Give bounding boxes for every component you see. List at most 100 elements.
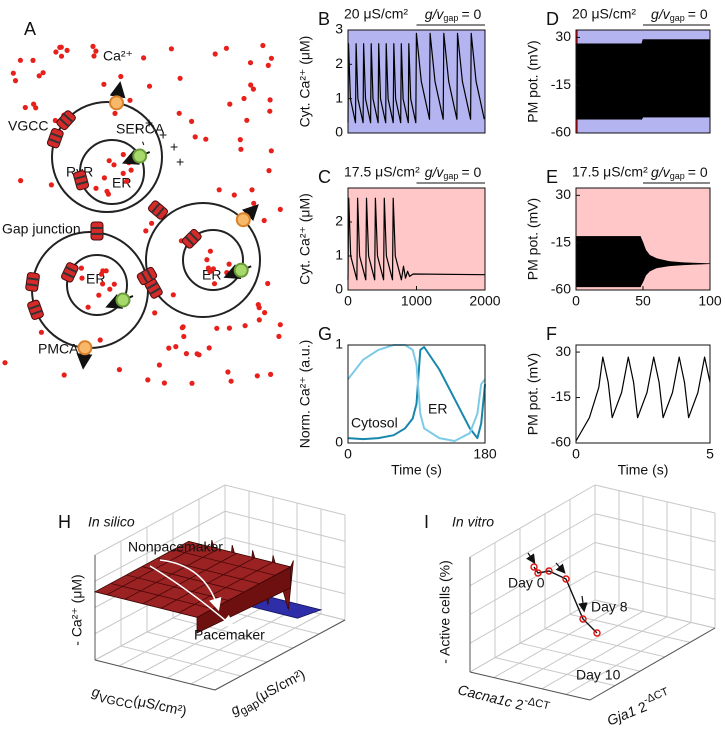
ca-dot [238,146,244,152]
ca-dot [216,187,222,193]
panel-label: B [318,9,330,29]
ca-dot [268,371,274,377]
ca-dot [128,167,134,173]
y-tick-label: 30 [555,343,571,359]
data-line [347,32,485,124]
pmca-pump [109,95,125,111]
legend-label: Cytosol [351,415,398,431]
y-tick-label: -60 [551,434,571,450]
ca-dot [106,158,112,164]
x-tick-label: 0 [344,293,352,309]
ca-dot [261,217,267,224]
channel-stripe [58,117,70,128]
x-tick-label: 100 [698,293,722,309]
grid-line-3d [469,484,596,558]
data-line [347,344,486,442]
ca-dot [90,43,96,50]
ca-dot [146,83,153,89]
channel-stripe [149,287,161,295]
ca-dot [181,333,187,340]
surface-mesh [124,548,219,600]
grid-line-3d [469,542,596,615]
cell-membrane [51,101,163,213]
condition-eq: = 0 [461,6,481,22]
x-tick-label: 2000 [469,293,500,309]
ca-dot [231,192,237,198]
y-tick-label: 0 [335,281,343,297]
ca-dot [192,134,198,140]
time-arrow [526,552,536,564]
grid-line-3d [469,599,596,673]
channel [56,110,76,131]
condition-label: g/vgap = 0 [425,164,482,182]
y-tick-label: 0 [335,124,343,140]
ca-dot [226,261,232,267]
ca-dot [260,42,266,49]
ca-dot [262,310,268,316]
ca-dot [17,57,23,63]
serca-pump [115,292,131,308]
grid-line-3d [594,570,716,600]
ca-dot [251,200,257,206]
gap-junction-label: Gap junction [2,221,81,237]
x-tick-label: 1000 [401,293,432,309]
condition-sub: gap [670,171,685,181]
condition-var: g/v [425,164,445,180]
gene-exponent: -ΔCT [523,694,551,712]
condition-var: g/v [651,6,671,22]
ca-dot [97,337,103,343]
channel [25,272,40,292]
serca-pump [132,148,148,164]
x-axis-label: Time (s) [391,462,442,478]
ca-dot [254,373,260,379]
sample-point [593,629,601,637]
condition-sub: gap [443,13,458,23]
ca-dot [204,257,210,263]
ca-dot [223,45,229,51]
ca-dot [242,323,248,329]
y-axis-label: Norm. Ca²⁺ (a.u.) [297,340,313,449]
condition-eq: = 0 [688,164,708,180]
panel-h: H In silico Nonpacemaker Pacemaker - Ca²⁺ … [58,484,346,719]
y-tick-label: 30 [555,186,571,202]
channel [136,266,158,286]
ca-dot [211,281,218,287]
ca-dot [91,53,97,59]
panel-label: E [546,167,558,187]
ca-dot [53,49,59,55]
ca-dot [120,151,126,158]
y-axis-label: PM pot. (mV) [525,353,541,435]
ca-dot [161,380,167,386]
channel-stripe [140,271,149,284]
panel-title: In silico [88,514,135,530]
oscillation-band [639,236,644,287]
ca-dot [111,281,117,287]
oscillation-band [642,39,711,118]
cell-membrane [31,231,149,349]
channel-stripe [74,174,87,180]
oscillation-band [682,262,711,266]
data-line [347,346,486,441]
ca-dot [152,310,158,316]
ca-dot [249,187,255,193]
gene-base: 2 [514,695,526,712]
condition-eq: = 0 [461,164,481,180]
charge: + [176,154,184,170]
ca-dot [22,104,28,111]
grid-line-3d [469,671,591,701]
channel [144,278,163,299]
charge: - [130,123,147,133]
ca-dot [179,325,185,331]
grid-line-3d [493,605,620,679]
panel-label: G [318,324,332,344]
channel-stripe [184,235,195,246]
ca-dot [101,81,107,87]
grid-line-3d [190,613,322,685]
channel-stripe [50,132,63,139]
er-membrane [66,254,128,316]
trajectory-arrow [159,559,222,612]
ca-dot [30,57,36,64]
grid-line-3d [594,484,716,514]
sample-point [579,615,587,623]
